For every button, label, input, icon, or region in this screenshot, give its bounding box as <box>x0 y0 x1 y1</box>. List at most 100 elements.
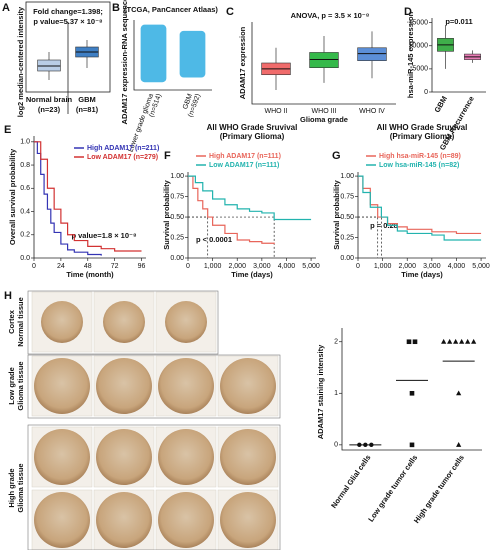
survival-curve <box>188 175 312 221</box>
tissue-core <box>41 301 83 343</box>
x-tick-label: 0 <box>186 263 190 270</box>
dot <box>409 390 415 396</box>
strip <box>179 30 206 78</box>
y-tick-label: 0 <box>334 442 338 449</box>
x-tick-label: 24 <box>57 263 65 270</box>
x-tick-label: 1,000 <box>374 263 392 270</box>
y-tick-label: 0.50 <box>340 214 354 221</box>
tissue-core <box>96 492 152 548</box>
x-count-label: (n=23) <box>38 105 61 114</box>
chart-title: All WHO Grade Sruvival <box>207 123 298 132</box>
x-tick-label: Normal Glial cells <box>329 453 372 510</box>
legend-label: High ADAM17 (n=111) <box>209 153 281 160</box>
survival-curve <box>188 175 275 245</box>
survival-curve <box>358 175 482 235</box>
y-tick-label: 15000 <box>409 19 429 26</box>
x-count-label: (n=81) <box>76 105 99 114</box>
x-tick-label: 72 <box>111 263 119 270</box>
y-tick-label: 0.00 <box>170 255 184 262</box>
y-tick-label: 10000 <box>409 43 429 50</box>
x-axis-label: Time (month) <box>66 270 114 279</box>
dot <box>441 338 447 344</box>
axes <box>133 20 212 91</box>
chart-title: (Primary Glioma) <box>220 132 285 141</box>
panel-label: F <box>164 150 171 162</box>
dot <box>409 442 415 448</box>
x-tick-label: WHO III <box>312 108 337 115</box>
tissue-group-frame <box>27 354 281 419</box>
y-axis-label: hsa-miR-145 expression <box>406 11 415 98</box>
y-axis-label: Survival probability <box>332 179 341 249</box>
x-tick-label: Low grade tumor cells <box>366 453 419 523</box>
box <box>357 47 387 61</box>
legend-label: Low ADAM17 (n=111) <box>209 162 279 169</box>
y-tick-label: 0.6 <box>20 185 30 192</box>
strip <box>140 24 167 83</box>
x-tick-label: 4,000 <box>448 263 466 270</box>
x-tick-label: 48 <box>84 263 92 270</box>
annotation: p value=5.37 × 10⁻⁸ <box>33 17 103 26</box>
dot <box>459 338 465 344</box>
x-tick-label: WHO IV <box>359 108 385 115</box>
x-tick-label: 3,000 <box>253 263 271 270</box>
y-tick-label: 0.00 <box>340 255 354 262</box>
y-tick-label: 0.4 <box>20 208 30 215</box>
panel-label: B <box>112 2 120 14</box>
tissue-group-frame <box>27 424 281 550</box>
y-tick-label: 5000 <box>412 66 428 73</box>
x-tick-label: 1,000 <box>204 263 222 270</box>
x-axis-label: Time (days) <box>401 270 443 279</box>
x-tick-label: WHO II <box>265 108 288 115</box>
x-tick-label: 3,000 <box>423 263 441 270</box>
y-tick-label: 1.0 <box>20 139 30 146</box>
panel-label: C <box>226 6 234 18</box>
x-axis-label: Glioma grade <box>300 115 348 124</box>
axes <box>251 22 396 105</box>
survival-curve <box>358 175 482 241</box>
y-tick-label: 0.0 <box>20 255 30 262</box>
annotation: p=0.011 <box>445 17 472 26</box>
dot <box>456 390 462 396</box>
y-tick-label: 0.75 <box>340 193 354 200</box>
dot <box>412 339 418 345</box>
y-tick-label: 0.8 <box>20 162 30 169</box>
x-tick-label: GBM <box>78 95 96 104</box>
tissue-label: Cortex <box>7 309 16 334</box>
tissue-label: Low grade <box>7 367 16 405</box>
survival-curve <box>34 141 102 256</box>
panel-label: E <box>4 124 11 136</box>
tissue-core <box>165 301 207 343</box>
y-tick-label: 1.00 <box>340 173 354 180</box>
x-tick-label: 96 <box>138 263 146 270</box>
annotation: ANOVA, p = 3.5 × 10⁻⁸ <box>291 11 370 20</box>
y-tick-label: 0.75 <box>170 193 184 200</box>
legend-label: Low ADAM17 (n=279) <box>87 154 158 161</box>
annotation: Fold change=1.398; <box>33 7 103 16</box>
x-tick-label: GBM <box>432 94 449 114</box>
dot <box>453 338 459 344</box>
box <box>309 52 339 68</box>
annotation: p = 0.28 <box>370 221 398 230</box>
y-tick-label: 1.00 <box>170 173 184 180</box>
dot <box>465 338 471 344</box>
panel-label: A <box>2 2 10 14</box>
axes <box>341 328 482 451</box>
tissue-core <box>34 358 90 414</box>
x-tick-label: Normal brain <box>26 95 73 104</box>
tissue-label: High grade <box>7 468 16 507</box>
median-guide <box>188 216 275 258</box>
tissue-group-frame <box>27 290 219 355</box>
annotation: p value=1.8 × 10⁻⁸ <box>71 231 136 240</box>
x-tick-label: High grade tumor cells <box>412 453 466 525</box>
dot <box>406 339 412 345</box>
tissue-core <box>158 429 214 485</box>
y-axis-label: Survival probability <box>162 179 171 249</box>
y-axis-label: log2 median-centered intensity <box>16 6 25 117</box>
tissue-core <box>34 429 90 485</box>
tissue-core <box>103 301 145 343</box>
dot <box>447 338 453 344</box>
tissue-core <box>220 358 276 414</box>
x-axis-label: Time (days) <box>231 270 273 279</box>
x-tick-label: 0 <box>356 263 360 270</box>
